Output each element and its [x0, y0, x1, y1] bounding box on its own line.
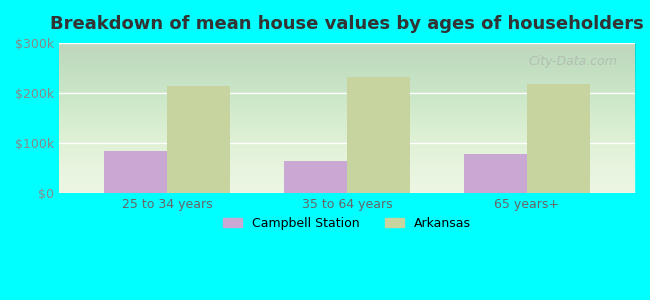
Bar: [347, 77, 410, 193]
Bar: [464, 154, 527, 193]
Legend: Campbell Station, Arkansas: Campbell Station, Arkansas: [218, 212, 476, 235]
Bar: [284, 161, 347, 193]
Text: City-Data.com: City-Data.com: [529, 55, 617, 68]
Bar: [104, 151, 167, 193]
Bar: [167, 85, 230, 193]
Bar: [527, 84, 590, 193]
Title: Breakdown of mean house values by ages of householders: Breakdown of mean house values by ages o…: [50, 15, 644, 33]
